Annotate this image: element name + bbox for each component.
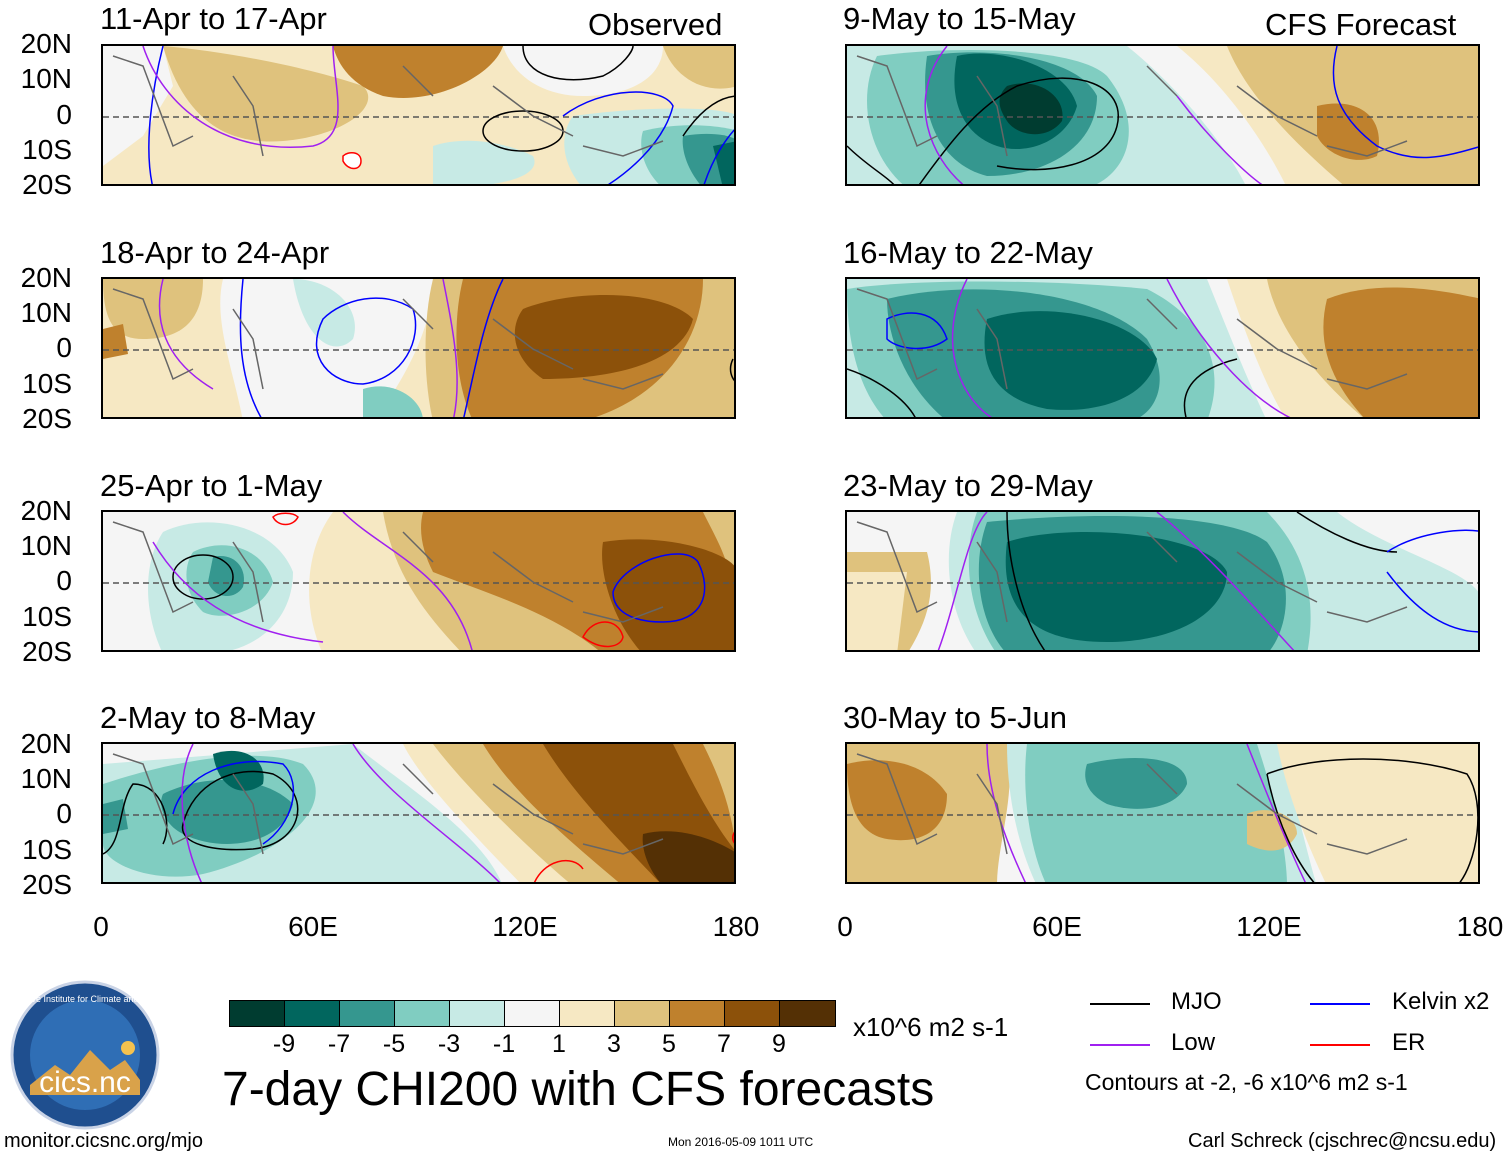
lat-label: 10S [22, 601, 72, 632]
legend-label-low: Low [1171, 1029, 1216, 1056]
legend-label-kelvin: Kelvin x2 [1392, 988, 1490, 1015]
legend-line-mjo [1090, 1003, 1150, 1005]
lat-label: 0 [56, 332, 72, 363]
map-panel-observed-2 [101, 277, 736, 419]
colorbar-swatch [285, 1001, 340, 1026]
lon-label: 0 [93, 911, 109, 942]
colorbar [229, 1000, 836, 1027]
colorbar-tick-label: 7 [717, 1030, 731, 1058]
lat-label: 10S [22, 368, 72, 399]
map-panel-forecast-2 [845, 277, 1480, 419]
colorbar-swatch [450, 1001, 505, 1026]
main-title: 7-day CHI200 with CFS forecasts [222, 1063, 935, 1116]
footer-author: Carl Schreck (cjschrec@ncsu.edu) [1188, 1130, 1497, 1152]
lat-label: 0 [56, 798, 72, 829]
colorbar-swatch [780, 1001, 835, 1026]
panel-title: 25-Apr to 1-May [100, 468, 323, 503]
colorbar-tick-label: 5 [662, 1030, 676, 1058]
lat-label: 0 [56, 565, 72, 596]
lat-label: 10S [22, 834, 72, 865]
legend-line-er [1310, 1044, 1370, 1046]
lat-label: 20N [20, 28, 72, 59]
panel-title: 16-May to 22-May [843, 235, 1093, 270]
lat-label: 20S [22, 869, 72, 900]
panel-title: 30-May to 5-Jun [843, 700, 1067, 735]
lat-label: 10N [20, 530, 72, 561]
colorbar-swatch [340, 1001, 395, 1026]
colorbar-swatch [725, 1001, 780, 1026]
colorbar-tick-label: 1 [552, 1030, 566, 1058]
panel-title: 11-Apr to 17-Apr [100, 1, 327, 36]
lat-label: 20N [20, 262, 72, 293]
legend-label-mjo: MJO [1171, 988, 1222, 1015]
lat-label: 10N [20, 763, 72, 794]
logo-text: cics.nc [39, 1066, 131, 1099]
legend-note: Contours at -2, -6 x10^6 m2 s-1 [1085, 1069, 1408, 1095]
lat-label: 20S [22, 403, 72, 434]
panel-title: 23-May to 29-May [843, 468, 1093, 503]
colorbar-tick-label: 3 [607, 1030, 621, 1058]
colorbar-swatch [560, 1001, 615, 1026]
legend-line-kelvin [1310, 1003, 1370, 1005]
map-panel-observed-3 [101, 510, 736, 652]
lon-label: 60E [1032, 911, 1082, 942]
colorbar-swatch [230, 1001, 285, 1026]
colorbar-units: x10^6 m2 s-1 [853, 1012, 1009, 1042]
lon-label: 180 [712, 911, 760, 942]
map-panel-forecast-4 [845, 742, 1480, 884]
colorbar-tick-label: 9 [772, 1030, 786, 1058]
map-panel-forecast-1 [845, 44, 1480, 186]
lat-label: 20N [20, 728, 72, 759]
map-panel-observed-4 [101, 742, 736, 884]
lat-label: 0 [56, 99, 72, 130]
panel-title: 18-Apr to 24-Apr [100, 235, 330, 270]
map-panel-forecast-3 [845, 510, 1480, 652]
lat-label: 20N [20, 495, 72, 526]
colorbar-tick-label: -3 [437, 1030, 461, 1058]
colorbar-swatch [505, 1001, 560, 1026]
lat-label: 20S [22, 636, 72, 667]
legend-label-er: ER [1392, 1029, 1426, 1056]
observed-header: Observed [588, 7, 723, 42]
colorbar-tick-label: -7 [327, 1030, 351, 1058]
colorbar-tick-label: -9 [272, 1030, 296, 1058]
colorbar-tick-label: -1 [492, 1030, 516, 1058]
colorbar-swatch [670, 1001, 725, 1026]
lat-label: 10N [20, 297, 72, 328]
legend-line-low [1090, 1044, 1150, 1046]
colorbar-swatch [395, 1001, 450, 1026]
cfs-forecast-header: CFS Forecast [1265, 7, 1457, 42]
lon-label: 0 [837, 911, 853, 942]
lat-label: 10S [22, 134, 72, 165]
panel-title: 2-May to 8-May [100, 700, 316, 735]
lon-label: 120E [1236, 911, 1302, 942]
footer-url[interactable]: monitor.cicsnc.org/mjo [4, 1130, 203, 1152]
cics-logo: cics.nc Cooperative Institute for Climat… [0, 980, 178, 1130]
colorbar-tick-label: -5 [382, 1030, 406, 1058]
lat-label: 20S [22, 169, 72, 200]
colorbar-swatch [615, 1001, 670, 1026]
lon-label: 60E [288, 911, 338, 942]
footer-timestamp: Mon 2016-05-09 1011 UTC [668, 1135, 814, 1149]
logo-ring-text: Cooperative Institute for Climate and Sa… [10, 994, 160, 1004]
lat-label: 10N [20, 63, 72, 94]
panel-title: 9-May to 15-May [843, 1, 1076, 36]
lon-label: 120E [492, 911, 558, 942]
lon-label: 180 [1456, 911, 1504, 942]
map-panel-observed-1 [101, 44, 736, 186]
